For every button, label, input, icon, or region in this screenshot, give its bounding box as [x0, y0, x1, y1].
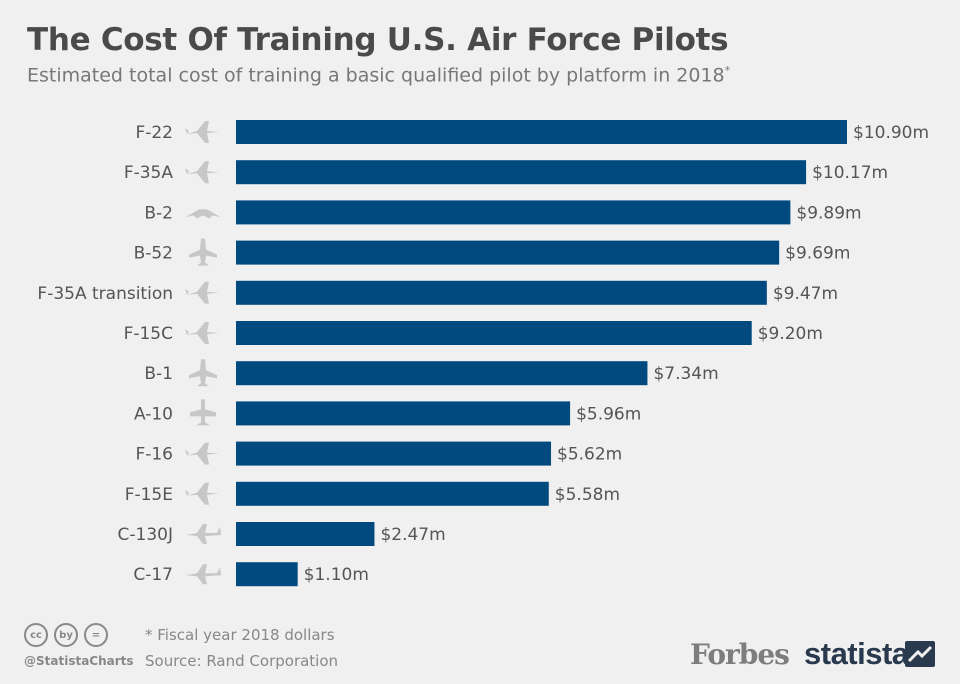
transport-plane-icon: [186, 564, 221, 585]
source-text: Source: Rand Corporation: [145, 652, 339, 670]
bar-chart: F-22 $10.90m F-35A $10.17m B-2 $9.89m B-52 $9.6…: [37, 120, 929, 587]
value-label: $5.96m: [576, 404, 641, 424]
category-label: B-2: [144, 203, 173, 223]
value-label: $2.47m: [380, 525, 445, 545]
statista-logo[interactable]: statista: [804, 636, 909, 671]
chart-title: The Cost Of Training U.S. Air Force Pilo…: [27, 22, 729, 58]
fighter-jet-icon: [185, 161, 219, 184]
bar-row: C-17 $1.10m: [133, 562, 369, 587]
footnote: * Fiscal year 2018 dollars: [145, 626, 335, 644]
category-label: F-15E: [125, 485, 173, 505]
fighter-jet-icon: [185, 322, 219, 344]
bar-row: F-15C $9.20m: [124, 321, 823, 345]
bar-row: B-2 $9.89m: [144, 200, 862, 225]
value-label: $9.47m: [773, 284, 838, 304]
bar: [236, 240, 780, 265]
fighter-jet-icon: [185, 281, 219, 304]
bar: [236, 562, 298, 587]
cc-icon: cc: [24, 623, 48, 647]
bar-row: C-130J $2.47m: [118, 522, 446, 546]
stealth-bomber-icon: [185, 209, 221, 219]
category-label: F-15C: [124, 324, 173, 344]
bar: [236, 481, 549, 506]
value-label: $1.10m: [304, 565, 369, 585]
category-label: B-1: [144, 364, 173, 384]
fighter-jet-icon: [185, 121, 219, 143]
forbes-logo[interactable]: Forbes: [690, 638, 790, 671]
fighter-jet-icon: [185, 482, 219, 505]
category-label: A-10: [134, 404, 173, 424]
category-label: C-130J: [118, 525, 173, 545]
bar: [236, 200, 791, 225]
bar: [236, 321, 752, 345]
subtitle-text: Estimated total cost of training a basic…: [27, 64, 725, 87]
bar-row: F-35A transition $9.47m: [37, 280, 838, 305]
bar: [236, 280, 767, 305]
chart-subtitle: Estimated total cost of training a basic…: [27, 64, 730, 86]
subtitle-footnote-mark: *: [724, 64, 731, 77]
bar-row: F-15E $5.58m: [125, 481, 620, 506]
statista-logo-icon: [905, 641, 935, 667]
category-label: C-17: [133, 565, 173, 585]
category-label: F-35A transition: [37, 284, 173, 304]
value-label: $10.17m: [812, 163, 888, 183]
bar-row: B-1 $7.34m: [144, 359, 719, 387]
bar-row: F-35A $10.17m: [124, 160, 888, 185]
bar-row: F-22 $10.90m: [135, 120, 929, 144]
value-label: $5.58m: [555, 485, 620, 505]
bar: [236, 441, 552, 466]
category-label: B-52: [134, 244, 173, 264]
bomber-icon: [189, 238, 217, 266]
bar-row: A-10 $5.96m: [134, 399, 641, 426]
category-label: F-16: [135, 445, 173, 465]
bar: [236, 120, 847, 144]
transport-plane-icon: [186, 524, 221, 544]
bar: [236, 361, 648, 386]
value-label: $9.20m: [758, 324, 823, 344]
category-label: F-22: [135, 123, 173, 143]
value-label: $9.69m: [785, 244, 850, 264]
value-label: $7.34m: [653, 364, 718, 384]
bar: [236, 401, 571, 426]
fighter-jet-icon: [185, 442, 219, 465]
no-derivatives-icon: =: [84, 623, 108, 647]
value-label: $9.89m: [796, 203, 861, 223]
twitter-handle[interactable]: @StatistaCharts: [24, 654, 134, 668]
value-label: $5.62m: [557, 445, 622, 465]
bar: [236, 522, 375, 546]
bomber-icon: [189, 359, 217, 387]
attribution-icon: by: [54, 623, 78, 647]
license-icons: cc by =: [24, 623, 108, 647]
bar: [236, 160, 807, 185]
bar-row: F-16 $5.62m: [135, 441, 622, 466]
bar-row: B-52 $9.69m: [134, 238, 850, 266]
attack-plane-icon: [190, 399, 216, 426]
category-label: F-35A: [124, 163, 174, 183]
value-label: $10.90m: [853, 123, 929, 143]
